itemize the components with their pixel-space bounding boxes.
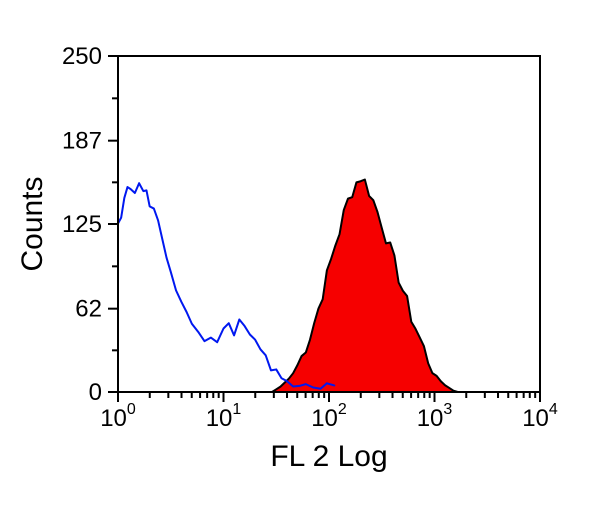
chart-svg: 062125187250Counts100101102103104FL 2 Lo… (0, 0, 600, 528)
x-axis-label: FL 2 Log (270, 440, 387, 473)
flow-cytometry-histogram: { "chart": { "type": "histogram", "width… (0, 0, 600, 528)
y-axis-label: Counts (16, 176, 49, 271)
y-tick-label: 0 (89, 379, 102, 406)
y-tick-label: 125 (62, 211, 102, 238)
y-tick-label: 250 (62, 43, 102, 70)
y-tick-label: 187 (62, 128, 102, 155)
y-tick-label: 62 (75, 296, 102, 323)
